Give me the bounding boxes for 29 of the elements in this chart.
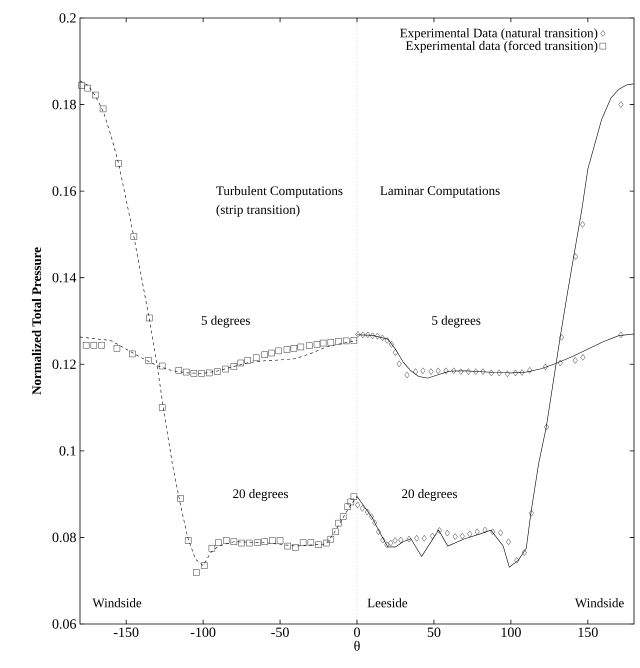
annotation: Laminar Computations (380, 186, 500, 198)
y-tick-label: 0.08 (52, 532, 76, 542)
y-tick-label: 0.16 (52, 186, 76, 196)
annotation: Turbulent Computations (216, 186, 342, 198)
y-tick-label: 0.06 (52, 619, 76, 629)
annotation: (strip transition) (216, 204, 300, 217)
annotation: 5 degrees (202, 316, 250, 328)
x-tick-label: 50 (428, 628, 440, 637)
y-axis-title: Normalized Total Pressure (32, 247, 42, 395)
x-tick-label: -50 (271, 628, 289, 637)
x-tick-label: -100 (190, 628, 216, 637)
x-tick-label: 100 (502, 628, 521, 637)
x-tick-label: -150 (114, 628, 138, 637)
y-tick-label: 0.18 (52, 100, 76, 110)
annotation: 20 degrees (233, 489, 288, 501)
x-axis-title: θ (354, 640, 360, 651)
y-tick-label: 0.12 (52, 360, 76, 370)
y-tick-label: 0.14 (52, 272, 76, 282)
legend-label: Experimental data (forced transition) (406, 40, 598, 53)
x-tick-label: 150 (578, 628, 598, 637)
annotation: 20 degrees (402, 489, 457, 501)
annotation: Windside (92, 598, 142, 608)
annotation: Windside (574, 598, 624, 608)
y-tick-label: 0.1 (60, 446, 76, 456)
x-tick-label: 0 (354, 628, 360, 637)
legend-label: Experimental Data (natural transition) (400, 28, 598, 40)
annotation: Leeside (368, 598, 408, 608)
y-tick-label: 0.2 (60, 13, 76, 23)
annotation: 5 degrees (432, 316, 480, 328)
